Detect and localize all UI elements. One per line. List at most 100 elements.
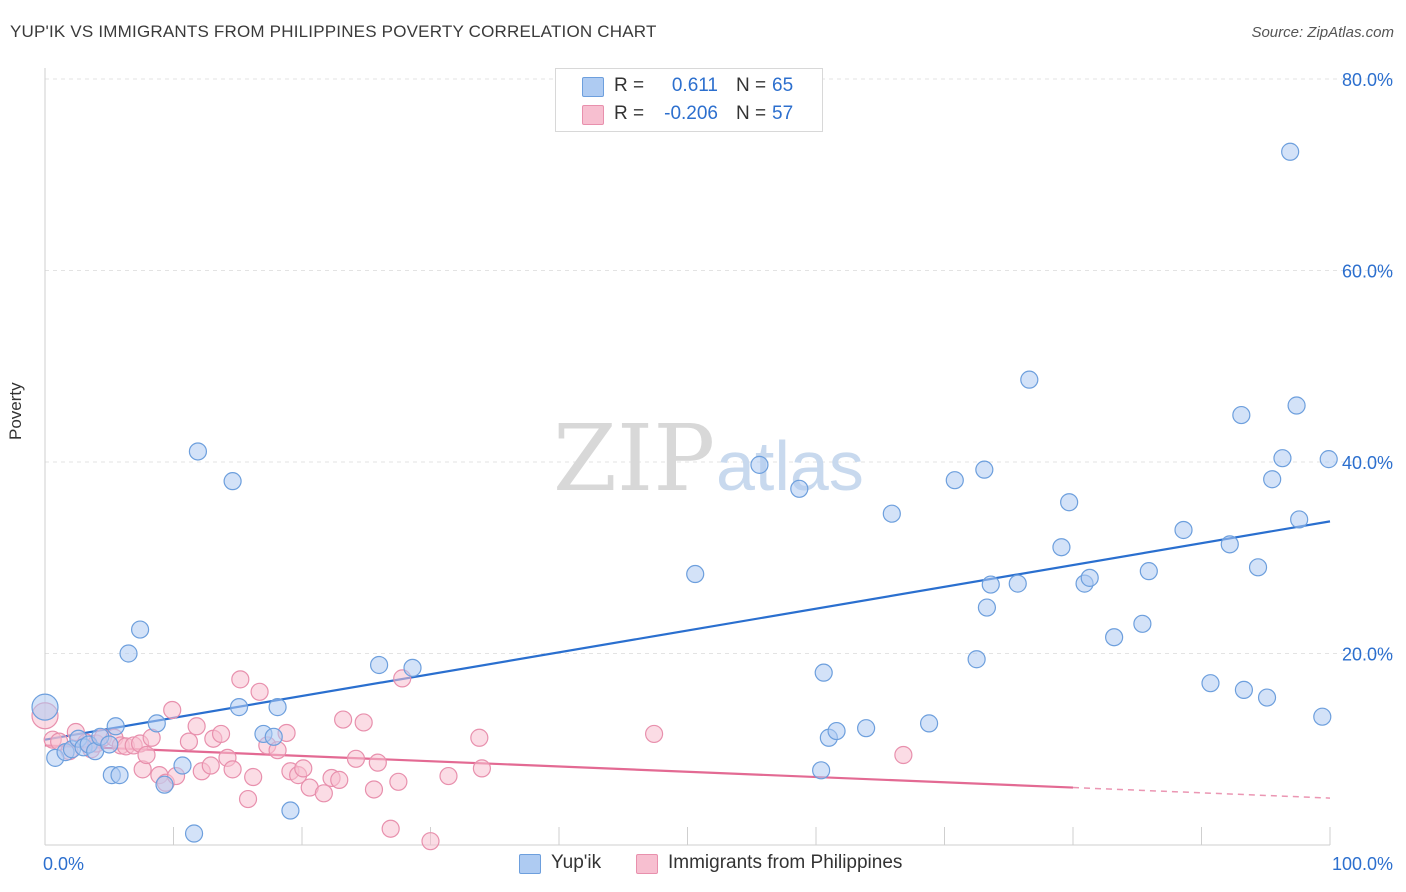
point-philippines	[179, 732, 199, 751]
point-philippines	[364, 780, 384, 799]
point-yupik	[100, 735, 119, 754]
point-philippines	[439, 766, 458, 786]
point-philippines	[211, 724, 231, 744]
legend-swatch-blue	[582, 77, 604, 97]
point-yupik	[945, 471, 964, 490]
stats-legend: R = 0.611 N = 65 R = -0.206 N = 57	[555, 68, 823, 132]
point-philippines	[163, 700, 182, 720]
legend-r-value: 0.611	[671, 75, 718, 96]
point-yupik	[1257, 688, 1277, 707]
point-philippines	[201, 756, 220, 775]
watermark: ZIP atlas	[553, 405, 864, 512]
point-yupik	[1273, 449, 1292, 468]
point-yupik	[790, 479, 809, 498]
legend-swatch-pink	[582, 105, 604, 125]
point-yupik	[827, 721, 846, 741]
legend-row-philippines: R = -0.206 N = 57	[556, 101, 822, 129]
point-philippines	[330, 770, 349, 789]
point-yupik	[857, 719, 876, 738]
point-yupik	[281, 801, 300, 820]
y-tick-label: 40.0%	[1342, 453, 1393, 473]
point-yupik	[370, 655, 389, 675]
point-philippines	[421, 832, 440, 851]
legend-r-value: -0.206	[664, 103, 718, 124]
point-yupik	[1080, 568, 1099, 587]
point-philippines	[472, 759, 491, 778]
point-philippines	[389, 772, 408, 791]
point-yupik	[1105, 628, 1124, 647]
legend-swatch-blue	[519, 854, 541, 874]
point-yupik	[1232, 405, 1251, 425]
point-yupik	[1234, 680, 1254, 699]
point-philippines	[244, 767, 263, 787]
point-philippines	[187, 717, 206, 736]
point-philippines	[644, 724, 664, 744]
trend-lines	[44, 520, 1331, 799]
trend-line-yupik	[44, 520, 1331, 741]
legend-n-label: N =	[736, 75, 767, 96]
point-yupik	[1281, 142, 1300, 161]
point-yupik	[977, 598, 997, 617]
trend-line-philippines	[44, 744, 1074, 789]
point-yupik	[229, 698, 249, 717]
x-tick-label: 0.0%	[43, 854, 84, 874]
tick-labels: 20.0% 40.0% 60.0% 80.0% 0.0% 100.0%	[43, 70, 1393, 874]
point-yupik	[1174, 520, 1193, 540]
point-philippines	[250, 682, 269, 701]
point-yupik	[155, 775, 174, 794]
y-tick-label: 20.0%	[1342, 645, 1393, 665]
point-philippines	[894, 745, 913, 765]
point-yupik	[967, 650, 986, 669]
point-yupik	[130, 620, 150, 639]
x-tick-label: 100.0%	[1332, 854, 1393, 874]
point-philippines	[354, 713, 373, 732]
point-yupik	[919, 714, 939, 733]
point-yupik	[110, 766, 129, 785]
point-philippines	[368, 753, 387, 772]
data-points	[31, 142, 1338, 851]
point-philippines	[346, 749, 366, 768]
point-yupik	[975, 460, 994, 479]
legend-label: Immigrants from Philippines	[668, 852, 903, 873]
point-yupik	[750, 455, 769, 474]
point-yupik	[1201, 674, 1220, 693]
point-yupik	[812, 761, 831, 780]
source-label: Source: ZipAtlas.com	[1251, 24, 1394, 41]
point-yupik	[814, 663, 833, 682]
point-yupik	[106, 717, 125, 736]
point-philippines	[294, 759, 313, 778]
legend-r-label: R =	[614, 75, 645, 96]
point-yupik	[1008, 574, 1027, 593]
point-yupik	[1290, 510, 1309, 529]
legend-r-label: R =	[614, 103, 645, 124]
point-yupik	[981, 575, 1000, 594]
point-yupik	[1220, 535, 1239, 554]
point-philippines	[470, 728, 489, 747]
point-philippines	[314, 784, 333, 803]
point-yupik	[1248, 558, 1268, 577]
point-philippines	[231, 670, 250, 689]
point-yupik	[147, 714, 166, 733]
point-yupik	[1020, 370, 1039, 389]
y-tick-label: 60.0%	[1342, 262, 1393, 282]
point-philippines	[137, 745, 156, 765]
y-tick-label: 80.0%	[1342, 70, 1393, 90]
point-philippines	[223, 760, 242, 779]
point-yupik	[882, 504, 901, 523]
point-yupik	[184, 824, 204, 843]
grid-lines	[45, 78, 1393, 654]
trend-line-philippines-dashed	[1072, 786, 1331, 799]
point-yupik	[188, 442, 208, 461]
point-yupik	[264, 727, 283, 746]
point-yupik	[1133, 614, 1152, 633]
point-yupik	[119, 644, 138, 663]
point-yupik	[31, 693, 59, 721]
legend-n-value: 65	[772, 75, 794, 96]
point-philippines	[238, 789, 258, 809]
legend-label: Yup'ik	[551, 852, 602, 873]
point-philippines	[334, 710, 353, 729]
point-yupik	[1060, 493, 1079, 512]
point-philippines	[381, 819, 400, 838]
watermark-zip: ZIP	[553, 405, 715, 512]
